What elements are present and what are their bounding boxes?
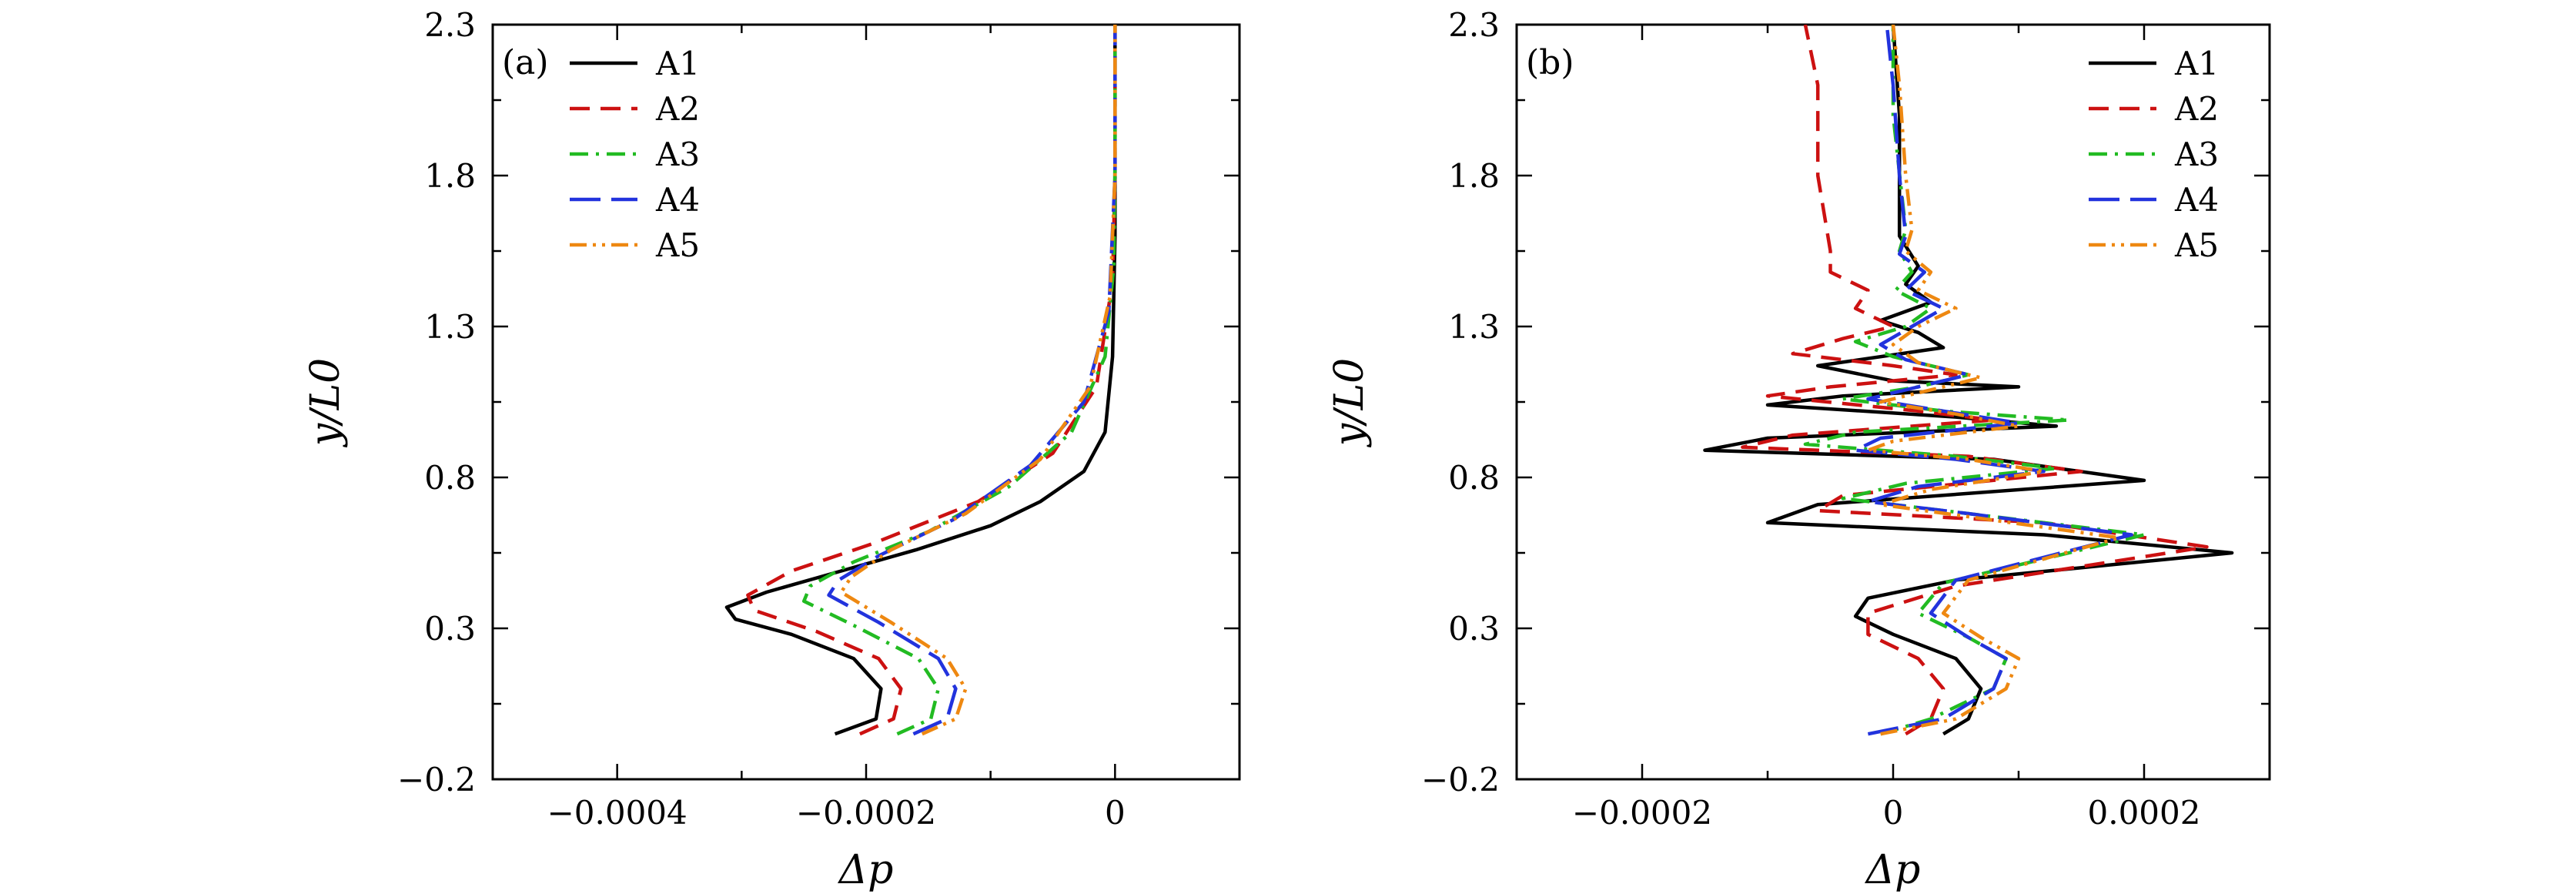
y-tick-label: 1.3 xyxy=(1448,308,1500,346)
y-axis-label: y/L0 xyxy=(1326,358,1373,448)
y-tick-label: 0.3 xyxy=(424,610,476,648)
legend-label-a5: A5 xyxy=(655,226,700,264)
plot-frame xyxy=(1515,23,2271,781)
series-line-a2 xyxy=(746,25,1117,736)
y-tick-label: 0.8 xyxy=(424,459,476,497)
y-tick-label: 1.8 xyxy=(1448,157,1500,195)
legend-label-a4: A4 xyxy=(655,181,700,219)
series-line-a1 xyxy=(724,25,1117,736)
y-axis-label: y/L0 xyxy=(303,358,349,448)
series-line-a5 xyxy=(839,25,1117,736)
panel-a: −0.0004 −0.0002 0 −0.2 0.3 0.8 1.3 1.8 2.3 Δp y/L0… xyxy=(303,6,1241,893)
panel-label: (a) xyxy=(502,43,549,82)
series-line-a5 xyxy=(1866,25,2121,736)
x-tick-label: −0.0002 xyxy=(796,794,936,832)
y-tick-label: 2.3 xyxy=(1448,6,1500,44)
legend-label-a4: A4 xyxy=(2174,181,2219,219)
series-line-a1 xyxy=(1703,25,2234,736)
legend-label-a5: A5 xyxy=(2174,226,2219,264)
series-line-a4 xyxy=(827,25,1117,736)
x-tick-label: −0.0002 xyxy=(1572,794,1712,832)
legend-label-a3: A3 xyxy=(655,136,700,173)
y-tick-label: −0.2 xyxy=(1421,761,1500,799)
y-tick-label: 0.8 xyxy=(1448,459,1500,497)
legend-label-a2: A2 xyxy=(655,90,700,128)
series-line-a3 xyxy=(801,25,1117,736)
series-line-a2 xyxy=(1741,25,2209,736)
legend-label-a2: A2 xyxy=(2174,90,2219,128)
series-line-a4 xyxy=(1853,25,2133,736)
y-tick-label: 2.3 xyxy=(424,6,476,44)
x-tick-label: −0.0004 xyxy=(547,794,687,832)
x-axis-label: Δp xyxy=(1865,847,1921,893)
series-group xyxy=(724,25,1117,736)
x-tick-label: 0.0002 xyxy=(2088,794,2201,832)
y-tick-label: −0.2 xyxy=(397,761,476,799)
panel-b: −0.0002 0 0.0002 −0.2 0.3 0.8 1.3 1.8 2.3 Δp y/L0 (… xyxy=(1326,6,2271,893)
legend-label-a1: A1 xyxy=(2174,45,2219,82)
x-tick-label: 0 xyxy=(1105,794,1126,832)
x-tick-label: 0 xyxy=(1883,794,1904,832)
series-group xyxy=(1703,25,2234,736)
y-tick-label: 0.3 xyxy=(1448,610,1500,648)
panel-label: (b) xyxy=(1526,43,1574,82)
x-axis-label: Δp xyxy=(838,847,894,893)
legend-label-a1: A1 xyxy=(655,45,700,82)
legend-label-a3: A3 xyxy=(2174,136,2219,173)
y-tick-label: 1.3 xyxy=(424,308,476,346)
plot-frame xyxy=(491,23,1241,781)
y-tick-label: 1.8 xyxy=(424,157,476,195)
